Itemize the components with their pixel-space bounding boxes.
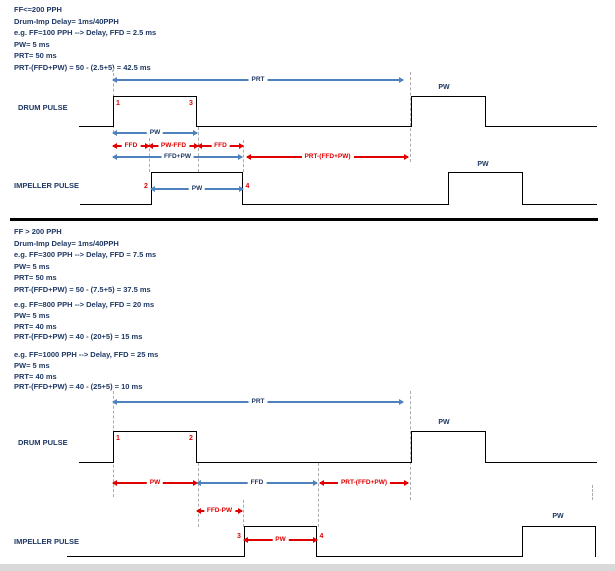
notes-line: e.g. FF=800 PPH --> Delay, FFD = 20 ms: [14, 300, 155, 309]
edge-marker-1: 1: [116, 100, 120, 107]
guide-line: [197, 127, 199, 172]
notes-line: PW= 5 ms: [14, 310, 50, 320]
prt-arrow-label: PRT: [248, 397, 268, 406]
drum-baseline: [79, 461, 113, 463]
ffd-plus-pw-arrow-label: FFD+PW: [161, 152, 194, 161]
guide-line: [592, 485, 593, 500]
ffd-plus-pw-arrow: FFD+PW: [113, 152, 242, 161]
impeller-pw-arrow-label: PW: [272, 535, 289, 544]
pw-arrow-label: PW: [146, 478, 164, 487]
notes-line: PRT-(FFD+PW) = 40 - (20+5) = 15 ms: [14, 332, 143, 342]
notes-line: PRT= 50 ms: [14, 51, 57, 60]
notes-line: PW= 5 ms: [14, 39, 50, 49]
ffd-minus-pw-arrow-label: FFD-PW: [203, 506, 236, 515]
prt-minus-arrow: PRT-(FFD+PW): [247, 152, 408, 161]
ffd-arrow-label: FFD: [247, 478, 267, 487]
notes-line: Drum-Imp Delay= 1ms/40PPH: [14, 238, 119, 248]
guide-line: [197, 463, 199, 527]
impeller-baseline: [67, 555, 244, 557]
notes-line: FF > 200 PPH: [14, 227, 62, 236]
prt-arrow: PRT: [113, 397, 403, 406]
impeller-pulse-2: [448, 172, 523, 205]
guide-line: [317, 463, 319, 527]
drum-baseline: [197, 125, 411, 127]
notes-line: PRT= 50 ms: [14, 273, 57, 282]
pw-caption-impeller2: PW: [477, 161, 489, 168]
pw-ffd-arrow: PW-FFD: [149, 141, 198, 150]
ffd-arrow-right: FFD: [198, 141, 243, 150]
edge-marker-1: 1: [116, 435, 120, 442]
pw-ffd-arrow-label: PW-FFD: [157, 141, 190, 150]
section-divider: [10, 218, 598, 221]
impeller-baseline: [317, 555, 522, 557]
notes-line: PRT= 40 ms: [14, 371, 57, 381]
guide-line: [409, 72, 411, 162]
impeller-pulse-label: IMPELLER PULSE: [14, 537, 80, 546]
drum-baseline: [197, 461, 411, 463]
edge-marker-2: 2: [189, 435, 193, 442]
pw-caption-drum2: PW: [438, 84, 450, 91]
impeller-pw-arrow: PW: [244, 535, 317, 544]
drum-pulse-2: [411, 96, 486, 127]
drum-pulse-2: [411, 431, 486, 463]
drum-baseline: [486, 461, 597, 463]
drum-pulse-1: [113, 96, 197, 127]
guide-line: [409, 391, 411, 500]
pw-caption-drum2: PW: [438, 419, 450, 426]
drum-baseline: [79, 125, 113, 127]
notes-line: PRT= 40 ms: [14, 321, 57, 331]
edge-marker-3: 3: [189, 100, 193, 107]
impeller-baseline: [243, 203, 448, 205]
drum-pulse-label: DRUM PULSE: [18, 438, 68, 447]
prt-minus-arrow: PRT-(FFD+PW): [320, 478, 408, 487]
ffd-arrow-label: FFD: [121, 141, 141, 150]
ffd-arrow: FFD: [197, 478, 317, 487]
impeller-pulse-label: IMPELLER PULSE: [14, 181, 80, 190]
bottom-notes-block-1: FF > 200 PPH Drum-Imp Delay= 1ms/40PPH e…: [14, 226, 156, 295]
notes-line: PRT-(FFD+PW) = 40 - (25+5) = 10 ms: [14, 382, 143, 392]
notes-line: e.g. FF=1000 PPH --> Delay, FFD = 25 ms: [14, 350, 159, 359]
pw-arrow: PW: [113, 128, 197, 137]
guide-line: [242, 500, 244, 527]
notes-line: PW= 5 ms: [14, 261, 50, 271]
bottom-notes-block-3: e.g. FF=1000 PPH --> Delay, FFD = 25 ms …: [14, 350, 158, 393]
notes-line: PRT-(FFD+PW) = 50 - (2.5+5) = 42.5 ms: [14, 62, 151, 72]
notes-line: PRT-(FFD+PW) = 50 - (7.5+5) = 37.5 ms: [14, 284, 151, 294]
notes-line: e.g. FF=100 PPH --> Delay, FFD = 2.5 ms: [14, 28, 157, 37]
impeller-pw-arrow-label: PW: [188, 184, 206, 193]
impeller-pulse-2: [522, 526, 596, 557]
pw-arrow-label: PW: [146, 128, 164, 137]
notes-line: PW= 5 ms: [14, 360, 50, 370]
prt-arrow: PRT: [113, 75, 403, 84]
impeller-baseline: [80, 203, 151, 205]
prt-minus-arrow-label: PRT-(FFD+PW): [301, 152, 354, 161]
edge-marker-3: 3: [237, 533, 241, 540]
bottom-notes-block-2: e.g. FF=800 PPH --> Delay, FFD = 20 ms P…: [14, 300, 154, 343]
edge-marker-4: 4: [245, 183, 250, 190]
pw-caption-impeller2: PW: [552, 513, 564, 520]
prt-arrow-label: PRT: [248, 75, 268, 84]
drum-pulse-1: [113, 431, 197, 463]
guide-line: [242, 140, 244, 172]
footer-strip: [0, 564, 615, 571]
prt-minus-arrow-label: PRT-(FFD+PW): [337, 478, 391, 487]
drum-baseline: [486, 125, 597, 127]
edge-marker-2: 2: [144, 183, 148, 190]
ffd-minus-pw-arrow: FFD-PW: [197, 506, 242, 515]
edge-marker-4: 4: [319, 533, 324, 540]
impeller-pw-arrow: PW: [151, 184, 243, 193]
pw-arrow: PW: [113, 478, 197, 487]
notes-line: Drum-Imp Delay= 1ms/40PPH: [14, 16, 119, 26]
guide-line: [148, 133, 150, 172]
ffd-arrow-label: FFD: [211, 141, 230, 150]
notes-line: FF<=200 PPH: [14, 5, 62, 14]
drum-pulse-label: DRUM PULSE: [18, 103, 68, 112]
impeller-baseline: [523, 203, 597, 205]
notes-line: e.g. FF=300 PPH --> Delay, FFD = 7.5 ms: [14, 250, 157, 259]
top-notes-block: FF<=200 PPH Drum-Imp Delay= 1ms/40PPH e.…: [14, 4, 156, 73]
ffd-arrow-left: FFD: [113, 141, 149, 150]
